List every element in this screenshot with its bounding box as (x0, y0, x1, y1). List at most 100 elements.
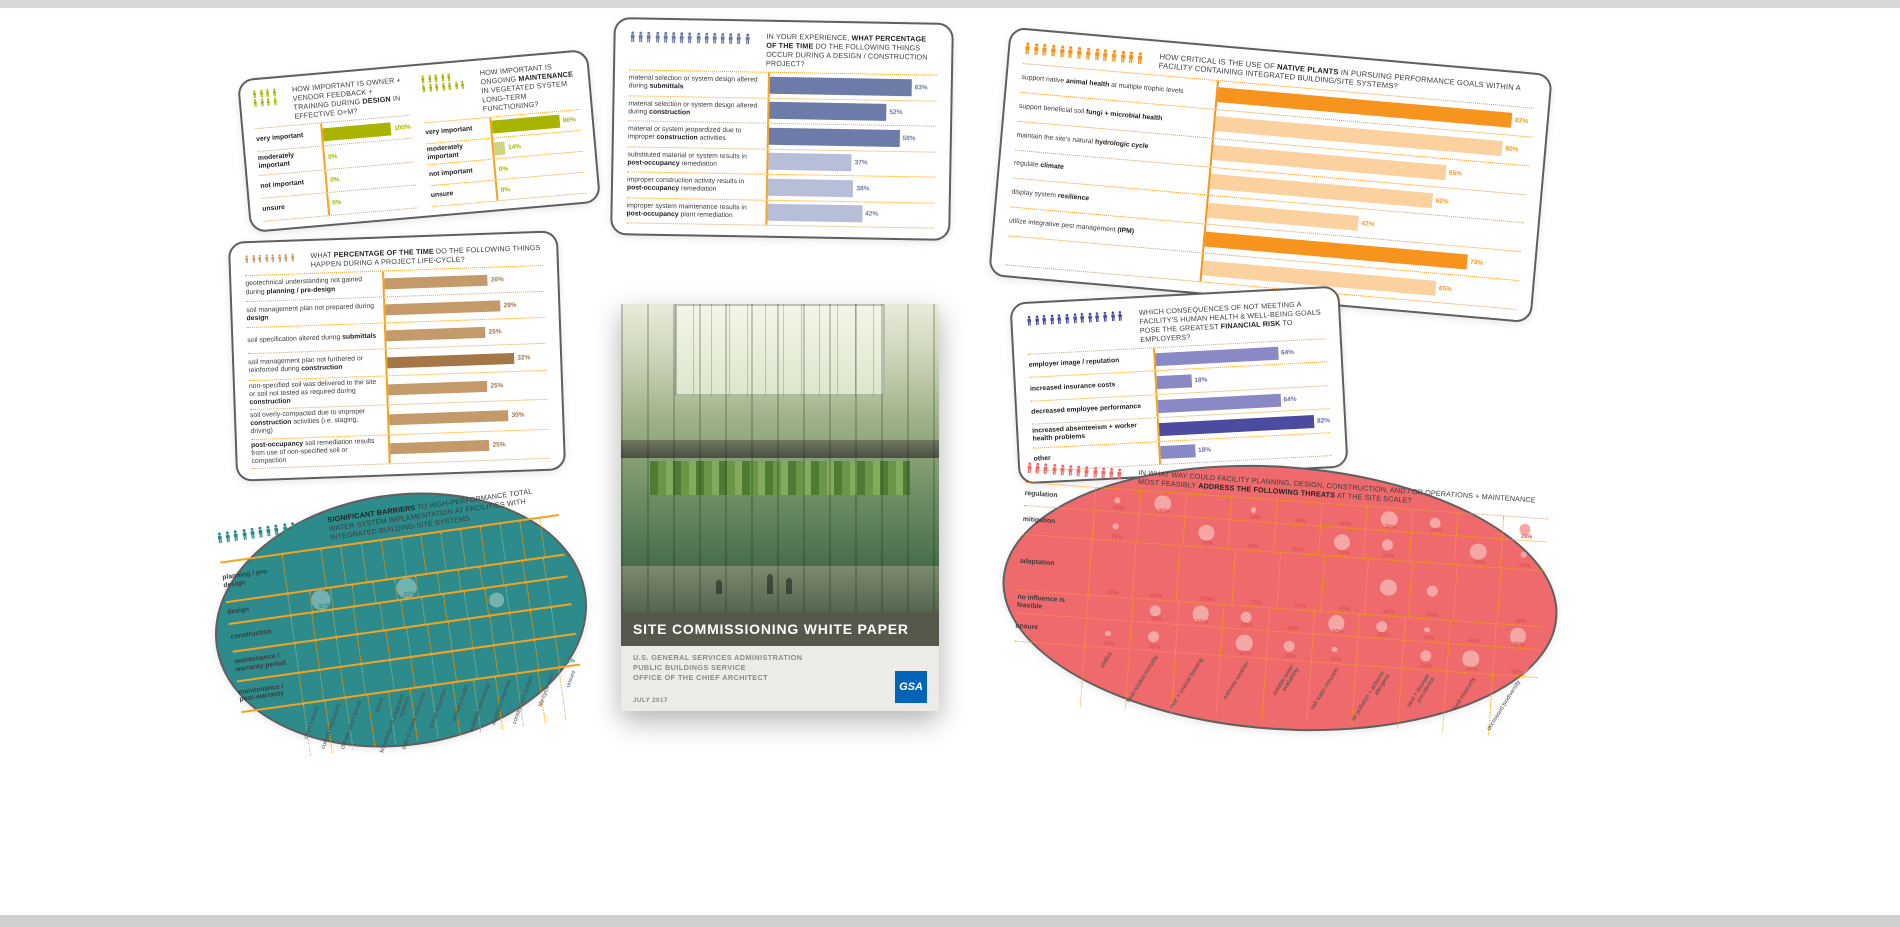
person-icon (1050, 314, 1054, 325)
chart-header: WHICH CONSEQUENCES OF NOT MEETING A FACI… (1026, 298, 1326, 354)
bar-value: 42% (1361, 219, 1375, 229)
bubble (1331, 646, 1338, 653)
person-icon (461, 81, 464, 89)
person-icon (441, 82, 445, 91)
person-icon (258, 526, 263, 538)
bubble (1461, 649, 1480, 668)
person-silhouette (716, 579, 723, 594)
bar-value: 0% (327, 153, 338, 161)
person-icon (1109, 467, 1114, 479)
bubble-cell (1174, 624, 1223, 655)
gsa-logo: GSA (895, 671, 927, 703)
row-label: improper system maintenance results in p… (626, 201, 747, 219)
row-track: 38% (765, 174, 936, 203)
bubble-cell: 20% (1410, 510, 1458, 536)
chart-header: IN WHAT WAY COULD FACILITY PLANNING, DES… (1025, 460, 1549, 518)
bubble-value: 20% (1150, 615, 1163, 623)
bar-value: 25% (488, 328, 502, 337)
person-icon (679, 32, 684, 44)
bubble-value: 20% (1148, 643, 1161, 651)
chart-rows: material selection or system design alte… (626, 69, 937, 229)
people-row (252, 88, 277, 99)
bubble-value: 8% (511, 554, 521, 562)
bubble (1509, 585, 1533, 609)
person-icon (745, 33, 750, 45)
bubble-value: 40% (1467, 637, 1480, 645)
bar-value: 14% (507, 142, 522, 151)
row-label: material selection or system design alte… (628, 99, 758, 117)
bubble-cell (1355, 637, 1404, 668)
person-icon (1072, 313, 1077, 324)
chart-title: WHICH CONSEQUENCES OF NOT MEETING A FACI… (1138, 299, 1322, 344)
bar (1156, 374, 1192, 390)
chart-rows: very important 86% moderately important 14%… (424, 108, 587, 208)
person-icon (663, 32, 668, 43)
bubble-cell: 30% (1182, 517, 1230, 548)
row-label (1010, 642, 1084, 707)
person-icon (435, 83, 439, 92)
bubble-value: 70% (1250, 599, 1263, 607)
person-icon (259, 89, 263, 98)
bubble-cell: 31% (308, 589, 333, 612)
person-icon (454, 81, 458, 90)
bubble-cell: 20% (1408, 561, 1457, 620)
person-icon (234, 530, 239, 542)
atrium-planting (649, 461, 911, 495)
row-label: unsure (262, 203, 286, 213)
people-row (421, 81, 465, 93)
bubble-cell: 8% (287, 592, 312, 615)
person-icon (427, 74, 431, 83)
person-icon (428, 83, 432, 92)
bubble (1177, 545, 1236, 605)
bubble-cell: 10% (1310, 633, 1358, 665)
person-icon (704, 32, 709, 44)
row-label: not important (260, 178, 305, 190)
bubble (1235, 557, 1277, 599)
bar (322, 122, 392, 141)
bubble-value: 8% (425, 587, 435, 595)
person-silhouette (767, 573, 774, 594)
bubble (1426, 584, 1439, 597)
person-icon (217, 532, 223, 544)
bubble-cell: 10% (1499, 539, 1547, 570)
atrium-floor (621, 565, 939, 612)
person-icon (1052, 463, 1057, 475)
bubble-value: 30% (1337, 549, 1350, 557)
person-icon (1034, 315, 1039, 326)
bar-value: 0% (331, 199, 342, 208)
bubble-value: 30% (1465, 666, 1478, 673)
bubble-value: 8% (451, 562, 462, 570)
bar (389, 409, 509, 426)
bar-value: 62% (1435, 197, 1449, 206)
column-label: extreme weather (1222, 660, 1251, 701)
bar (328, 197, 330, 211)
row-track: 25% (387, 429, 550, 464)
row-track: 25% (385, 370, 548, 405)
bar-value: 42% (864, 210, 879, 218)
person-icon (1042, 315, 1047, 325)
person-icon (638, 31, 643, 43)
row-label: adaptation (1019, 557, 1055, 568)
person-icon (712, 32, 717, 44)
bubble-value: 30% (1158, 508, 1171, 516)
bar (768, 102, 887, 122)
column-label: decreased biodiversity (1486, 679, 1523, 732)
row-label: substituted material or system results i… (627, 150, 747, 168)
row-label: very important (425, 125, 473, 137)
bubble-cell (521, 559, 546, 582)
person-icon (266, 89, 269, 97)
bubble (1379, 578, 1398, 597)
row-track: 58% (766, 123, 937, 152)
person-icon (1103, 49, 1108, 62)
bar-value: 82% (1514, 117, 1529, 126)
bubble-value: 10% (1112, 505, 1125, 512)
chart-title: IN YOUR EXPERIENCE, WHAT PERCENTAGE OF T… (765, 31, 928, 69)
person-icon (1035, 462, 1040, 474)
column-label: air pollution + airborne allergens (1350, 670, 1392, 723)
bubble-value: 30% (1239, 650, 1252, 658)
bubble-value: 10% (1518, 562, 1531, 569)
bubble (1112, 523, 1119, 530)
bubble-cell: 30% (1220, 627, 1268, 659)
book-info-area: U.S. GENERAL SERVICES ADMINISTRATION PUB… (621, 646, 939, 711)
card-native-plants-criticality: HOW CRITICAL IS THE USE OF NATIVE PLANTS… (988, 26, 1553, 324)
